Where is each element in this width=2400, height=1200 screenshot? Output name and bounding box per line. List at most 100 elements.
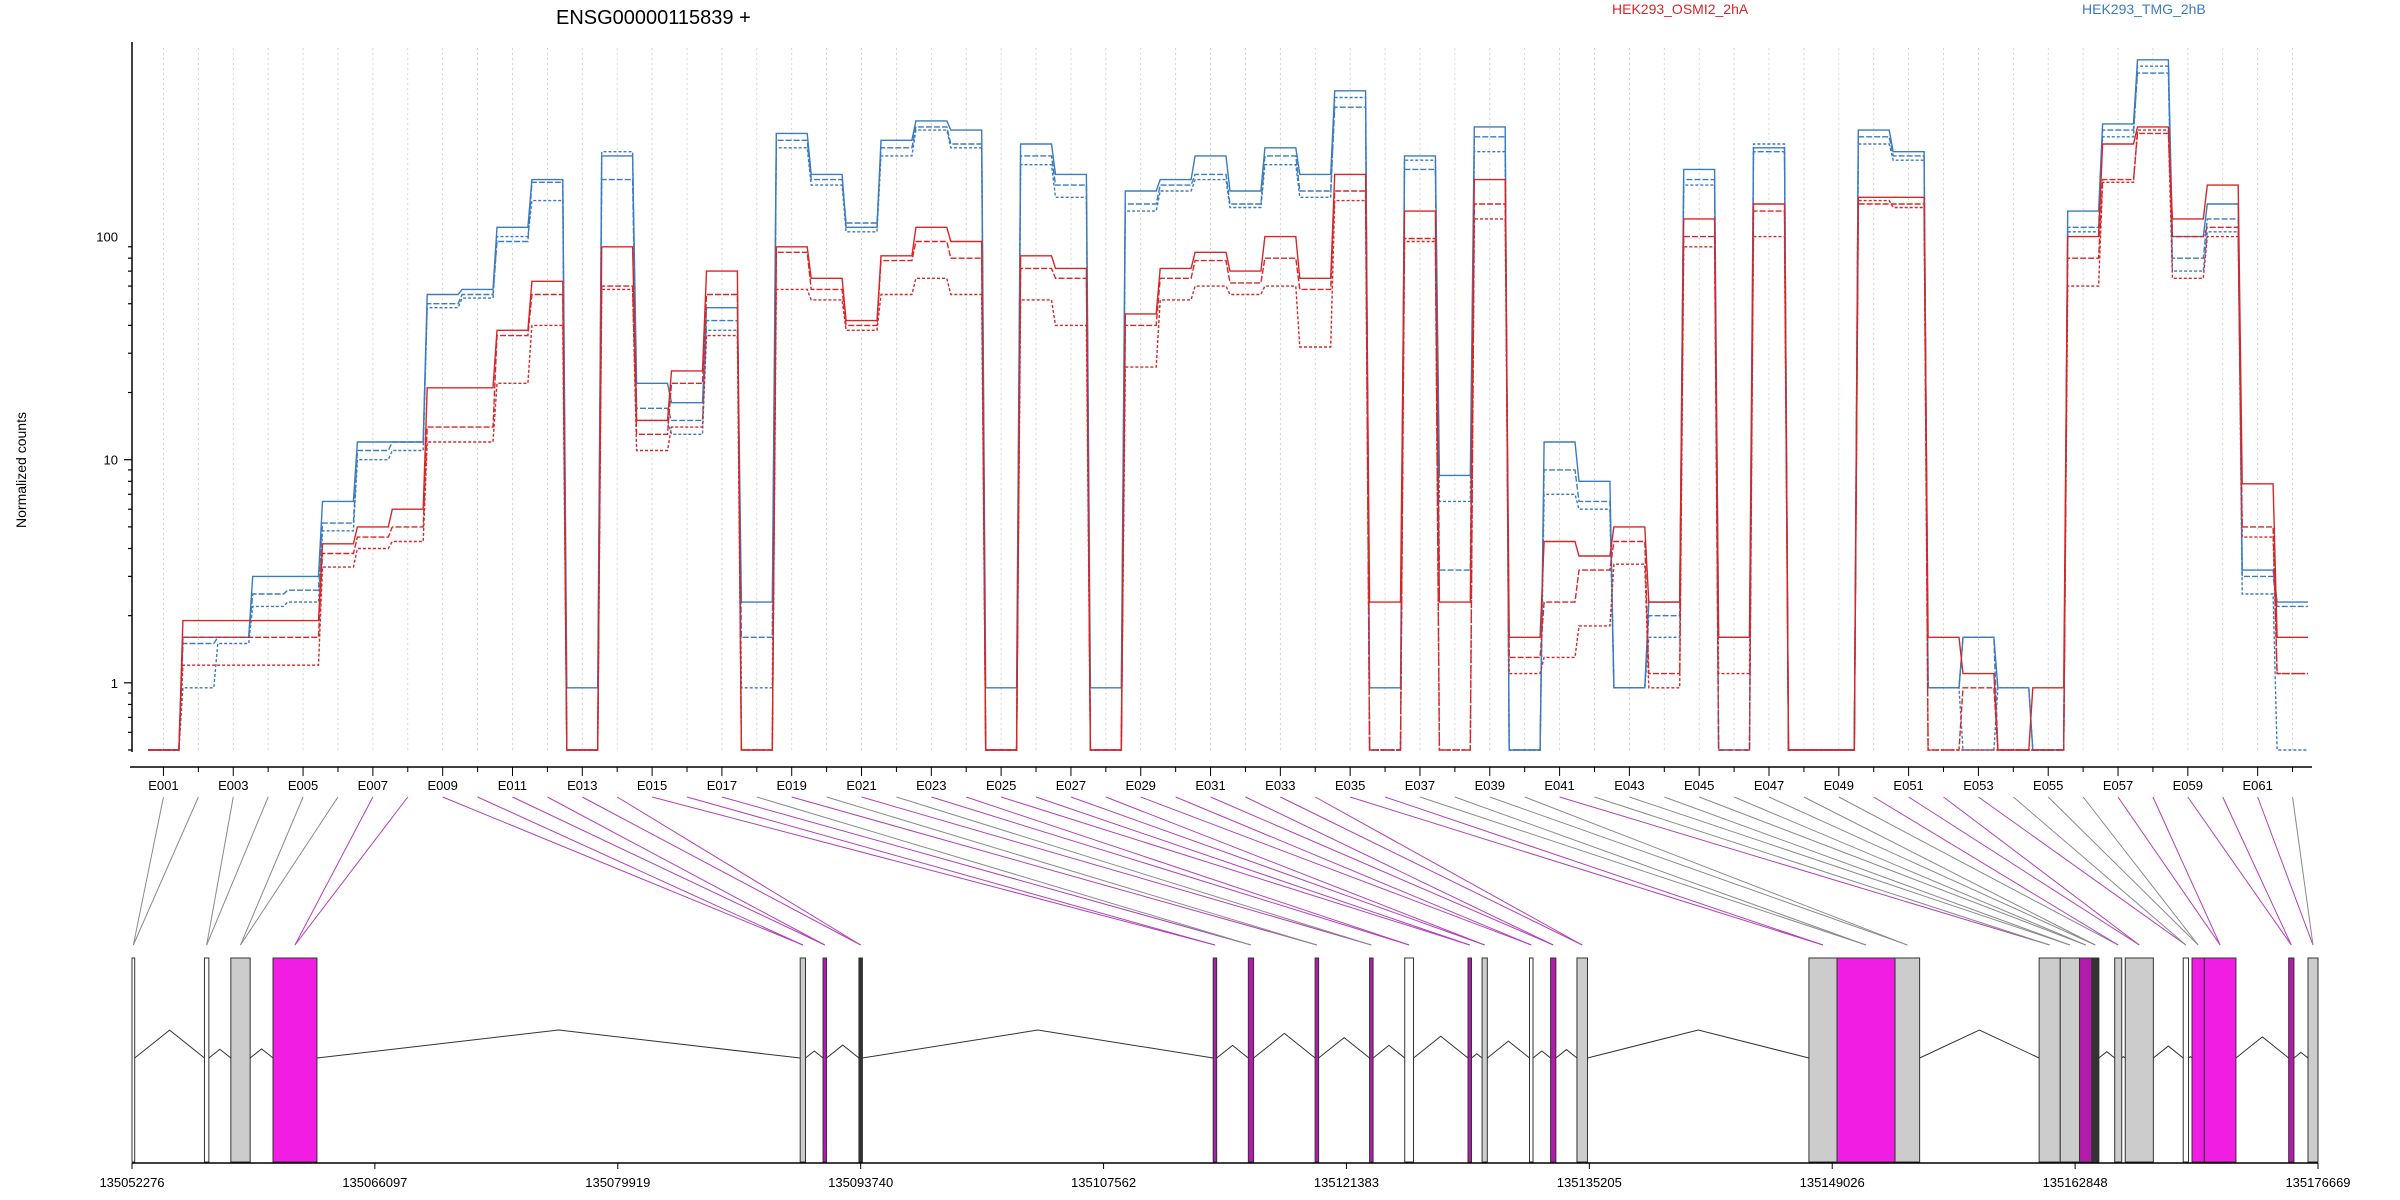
- exon-connector: [442, 796, 804, 946]
- exon-tick-label: E009: [427, 778, 457, 793]
- exon-block: [131, 957, 136, 1163]
- intron-line: [1216, 1044, 1249, 1059]
- exon-block: [858, 957, 863, 1163]
- series-line: [148, 65, 2308, 751]
- exon-connector: [1245, 796, 1554, 946]
- exon-block: [2288, 957, 2295, 1163]
- intron-line: [862, 1029, 1214, 1059]
- exon-connector: [686, 796, 1216, 946]
- intron-line: [2293, 1051, 2309, 1059]
- exon-connector: [1908, 796, 2140, 946]
- chart-title: ENSG00000115839 +: [556, 7, 751, 29]
- exon-connector: [1070, 796, 1485, 946]
- genomic-tick-label: 135135205: [1557, 1175, 1622, 1190]
- exon-connector: [1280, 796, 1583, 946]
- exon-connector: [2117, 796, 2221, 946]
- genomic-tick-label: 135052276: [99, 1175, 164, 1190]
- exon-tick-label: E011: [498, 778, 527, 793]
- intron-line: [826, 1044, 860, 1059]
- exon-connector: [1803, 796, 2096, 946]
- exon-tick-label: E003: [218, 778, 248, 793]
- exon-connector: [477, 796, 804, 946]
- exon-connector: [1489, 796, 1908, 946]
- exon-block: [203, 957, 210, 1163]
- exon-block: [1576, 957, 1588, 1163]
- exon-connector: [547, 796, 826, 946]
- exon-connector: [206, 796, 269, 946]
- exon-block: [2114, 957, 2123, 1163]
- intron-line: [1471, 1053, 1483, 1059]
- exon-connector: [791, 796, 1318, 946]
- exon-block: [2079, 957, 2093, 1163]
- exon-connector: [1419, 796, 1867, 946]
- intron-line: [1532, 1050, 1551, 1059]
- intron-line: [1919, 1029, 2040, 1059]
- legend-entry-osmi2: HEK293_OSMI2_2hA: [1612, 1, 1749, 17]
- exon-block: [1550, 957, 1557, 1163]
- exon-block: [799, 957, 806, 1163]
- exon-block: [1808, 957, 1838, 1163]
- gene-model: [131, 957, 2319, 1163]
- exon-tick-label: E039: [1475, 778, 1505, 793]
- exon-connector: [1629, 796, 2071, 946]
- exon-block: [1529, 957, 1534, 1163]
- exon-tick-label: E015: [637, 778, 667, 793]
- exon-block: [1481, 957, 1488, 1163]
- exon-tick-label: E031: [1195, 778, 1225, 793]
- exon-tick-label: E029: [1126, 778, 1156, 793]
- exon-connector: [1315, 796, 1583, 946]
- genomic-tick-label: 135066097: [342, 1175, 407, 1190]
- exon-connector: [240, 796, 339, 946]
- exon-connector: [1000, 796, 1470, 946]
- intron-line: [2235, 1036, 2289, 1059]
- exon-connector: [240, 796, 304, 946]
- intron-line: [249, 1048, 274, 1059]
- exon-gridlines: [163, 48, 2293, 750]
- exon-connector: [1140, 796, 1532, 946]
- exon-connector: [2012, 796, 2187, 946]
- exon-tick-label: E049: [1824, 778, 1854, 793]
- exon-connector: [861, 796, 1372, 946]
- exon-block: [272, 957, 318, 1163]
- exon-block: [2203, 957, 2237, 1163]
- exon-connector: [1350, 796, 1824, 946]
- exon-block: [230, 957, 251, 1163]
- y-tick-label: 1: [111, 676, 118, 691]
- exon-connector: [2292, 796, 2314, 946]
- exon-block: [1314, 957, 1320, 1163]
- series-line: [148, 126, 2308, 751]
- exon-tick-label: E033: [1265, 778, 1295, 793]
- exon-connector: [1210, 796, 1554, 946]
- intron-line: [805, 1050, 824, 1059]
- exon-tick-label: E059: [2173, 778, 2203, 793]
- exon-block: [1212, 957, 1218, 1163]
- exon-connector: [756, 796, 1252, 946]
- exon-block: [1836, 957, 1896, 1163]
- exon-tick-label: E061: [2242, 778, 2272, 793]
- exon-connector: [1559, 796, 2050, 946]
- exon-block: [822, 957, 828, 1163]
- exon-connector: [2187, 796, 2292, 946]
- exon-connector: [2257, 796, 2314, 946]
- exon-connector: [2222, 796, 2292, 946]
- exon-connector: [1943, 796, 2140, 946]
- exon-connector: [1699, 796, 2086, 946]
- exon-tick-label: E045: [1684, 778, 1714, 793]
- exon-block: [2124, 957, 2154, 1163]
- intron-line: [1318, 1036, 1370, 1059]
- exon-connector: [2082, 796, 2199, 946]
- exon-tick-label: E017: [707, 778, 737, 793]
- exon-connector: [896, 796, 1372, 946]
- exon-axis: E001 E003 E005 E007 E009 E011 E013 E015 E017 E019…: [130, 766, 2312, 793]
- intron-line: [1487, 1040, 1530, 1059]
- exon-block: [1894, 957, 1921, 1163]
- series-line: [148, 59, 2308, 751]
- legend-entry-tmg: HEK293_TMG_2hB: [2082, 1, 2206, 17]
- exon-connector: [1594, 796, 2050, 946]
- exon-tick-label: E023: [916, 778, 946, 793]
- exon-connectors: [132, 796, 2314, 946]
- intron-line: [316, 1029, 801, 1059]
- exon-block: [2191, 957, 2205, 1163]
- intron-line: [2098, 1051, 2116, 1059]
- genomic-tick-label: 135079919: [585, 1175, 650, 1190]
